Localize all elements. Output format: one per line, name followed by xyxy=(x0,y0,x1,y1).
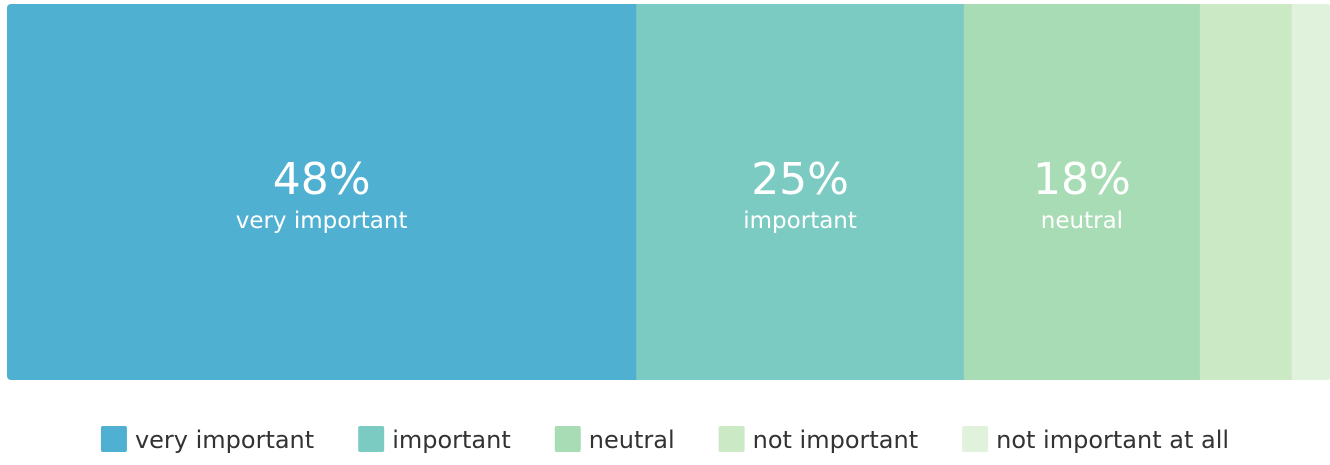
legend-label: important xyxy=(392,426,511,454)
legend-label: not important at all xyxy=(996,426,1229,454)
segment-category-label: very important xyxy=(236,208,408,234)
legend-item-not-important-at-all: not important at all xyxy=(962,426,1229,454)
legend-swatch xyxy=(554,426,581,452)
legend-item-neutral: neutral xyxy=(554,426,675,454)
segment-category-label: important xyxy=(743,208,857,234)
segment-value-label: 18% xyxy=(1033,154,1131,205)
bar-segment-important xyxy=(636,4,965,380)
legend-swatch xyxy=(962,426,989,452)
legend-label: neutral xyxy=(589,426,675,454)
segment-labels: 48% very important 25% important 18% neutral xyxy=(236,154,1131,234)
segment-value-label: 48% xyxy=(273,154,371,205)
legend-item-not-important: not important xyxy=(718,426,919,454)
segment-category-label: neutral xyxy=(1041,208,1123,234)
bar-segment-not-important xyxy=(1199,4,1293,380)
bar-segment-not-important-at-all xyxy=(1291,4,1330,380)
segment-value-label: 25% xyxy=(751,154,849,205)
legend-swatch xyxy=(718,426,745,452)
legend-swatch xyxy=(100,426,127,452)
legend-swatch xyxy=(358,426,385,452)
bar-segment-very-important xyxy=(7,4,637,380)
legend-item-very-important: very important xyxy=(100,426,314,454)
legend: very important important neutral not import… xyxy=(100,426,1229,454)
bar-segment-neutral xyxy=(963,4,1201,380)
legend-label: not important xyxy=(753,426,919,454)
legend-item-important: important xyxy=(358,426,511,454)
legend-label: very important xyxy=(135,426,314,454)
bar-area xyxy=(7,4,1330,380)
